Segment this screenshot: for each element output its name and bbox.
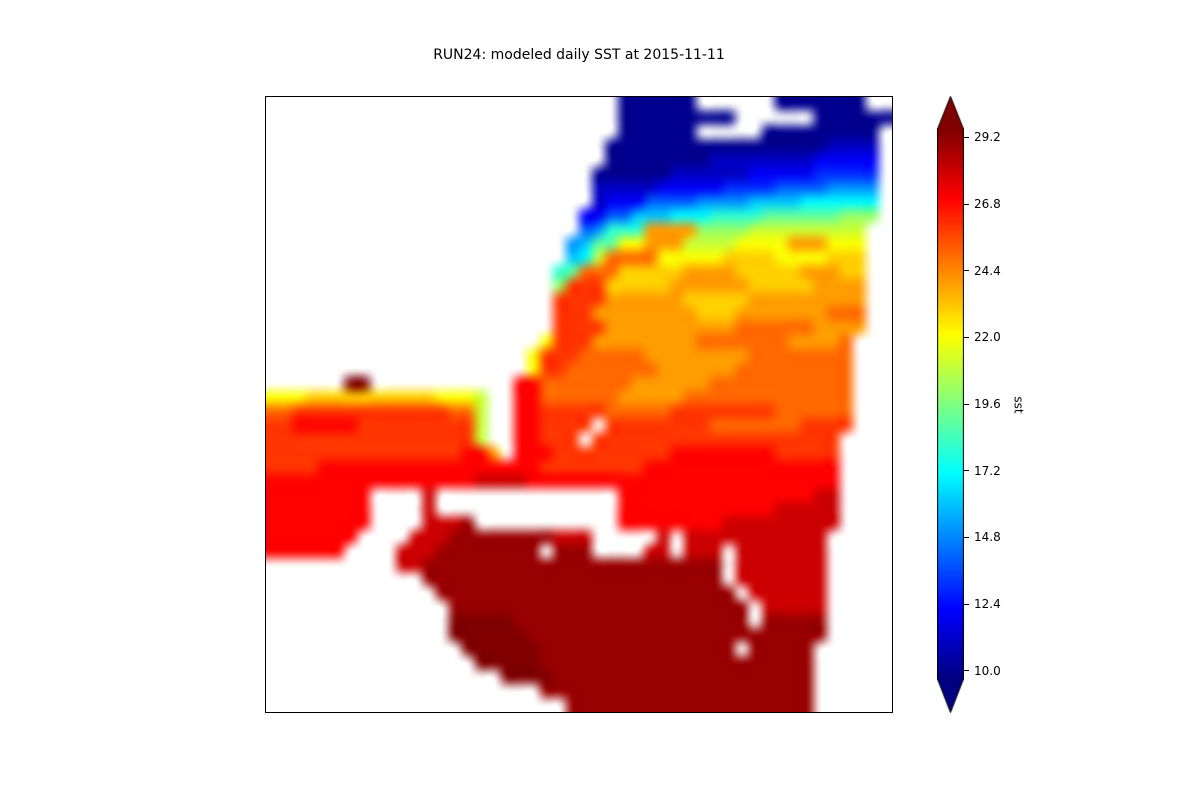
colorbar-tick-label: 26.8	[974, 197, 1001, 211]
colorbar-tick	[964, 536, 969, 538]
colorbar-tick	[964, 603, 969, 605]
colorbar-tick-label: 29.2	[974, 130, 1001, 145]
colorbar-tick	[964, 270, 969, 272]
map-plot-area	[265, 96, 893, 713]
colorbar-tick	[964, 203, 969, 205]
colorbar-tick	[964, 336, 969, 338]
chart-title: RUN24: modeled daily SST at 2015-11-11	[433, 47, 725, 63]
colorbar-tick-label: 17.2	[974, 463, 1001, 478]
colorbar-tick	[964, 136, 969, 138]
colorbar-tick-label: 19.6	[974, 397, 1001, 411]
colorbar-tick-label: 22.0	[974, 330, 1001, 345]
colorbar-tick-label: 12.4	[974, 597, 1001, 611]
colorbar-tick-label: 14.8	[974, 530, 1001, 545]
colorbar-tick-label: 24.4	[974, 263, 1001, 278]
colorbar-tick	[964, 403, 969, 405]
colorbar-tick	[964, 670, 969, 672]
colorbar-tick-label: 10.0	[974, 663, 1001, 678]
sst-heatmap-canvas	[266, 97, 892, 712]
colorbar-gradient-canvas	[937, 96, 964, 713]
colorbar-label: sst	[1011, 396, 1026, 414]
colorbar-tick	[964, 470, 969, 472]
colorbar: 10.0 12.4 14.8 17.2 19.6 22.0 24.4 26.8 29.2	[937, 96, 1067, 713]
